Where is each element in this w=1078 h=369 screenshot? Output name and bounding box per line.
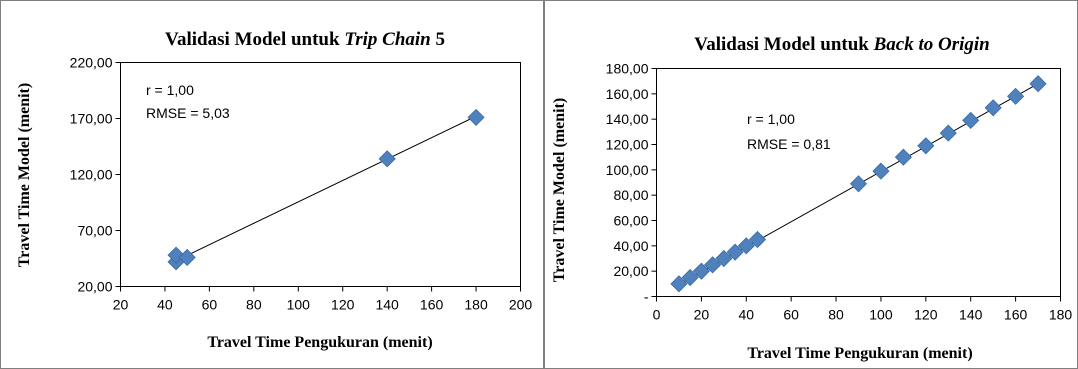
chart-2-x-tick-label: 100	[869, 307, 893, 323]
chart-2-data-point	[726, 243, 744, 261]
chart-2-data-point	[872, 162, 890, 180]
chart-2-x-tick-label: 60	[783, 307, 799, 323]
chart-2-points	[670, 75, 1047, 293]
chart-2-data-point	[984, 99, 1002, 117]
chart-2-y-tick-label: 80,00	[613, 187, 648, 203]
chart-2-x-ticks: 0 20 40 60 80 100 120 140 160 180	[653, 296, 1073, 323]
chart-1-y-tick-label: 20,00	[77, 279, 112, 295]
chart-2-x-axis-title: Travel Time Pengukuran (menit)	[747, 345, 972, 362]
chart-1-points	[167, 108, 485, 271]
chart-1-x-tick-label: 160	[420, 297, 444, 313]
chart-2-y-tick-label: 100,00	[606, 162, 649, 178]
chart-2-x-tick-label: 140	[959, 307, 983, 323]
chart-1-title: Validasi Model untuk Trip Chain 5	[165, 29, 445, 50]
chart-1-x-tick-label: 100	[287, 297, 311, 313]
chart-2-x-tick-label: 160	[1004, 307, 1028, 323]
chart-1-annotation-r: r = 1,00	[146, 82, 194, 98]
chart-1-y-axis-title: Travel Time Model (menit)	[16, 83, 33, 267]
chart-2-data-point	[1007, 87, 1025, 105]
chart-2-y-tick-label: 120,00	[606, 137, 649, 153]
chart-2-y-tick-label: 140,00	[606, 111, 649, 127]
chart-1-y-tick-label: 220,00	[70, 55, 113, 71]
chart-2-y-tick-label: 60,00	[613, 213, 648, 229]
chart-1-data-point	[167, 246, 185, 264]
chart-2-annotation-rmse: RMSE = 0,81	[747, 136, 831, 152]
chart-1-x-tick-label: 200	[509, 297, 533, 313]
chart-2-y-tick-label: 180,00	[606, 61, 649, 77]
chart-2-data-point	[748, 230, 767, 249]
chart-2-x-tick-label: 40	[738, 307, 754, 323]
chart-1-data-point	[467, 108, 485, 126]
chart-1-x-ticks: 20 40 60 80 100 120 140 160 180 200	[113, 286, 533, 313]
chart-2-x-tick-label: 120	[914, 307, 938, 323]
chart-2-data-point	[670, 275, 688, 293]
chart-1-annotation-rmse: RMSE = 5,03	[146, 105, 230, 121]
chart-2-data-point	[1029, 75, 1047, 93]
chart-1-x-axis-title: Travel Time Pengukuran (menit)	[207, 334, 432, 351]
chart-2-y-axis-title: Travel Time Model (menit)	[551, 98, 568, 282]
chart-1-x-tick-label: 80	[246, 297, 262, 313]
chart-2-y-tick-label: -	[644, 289, 649, 305]
chart-1-y-tick-label: 70,00	[77, 223, 112, 239]
chart-2-annotation-r: r = 1,00	[747, 111, 795, 127]
chart-2-data-point	[917, 137, 935, 155]
chart-1-x-tick-label: 140	[375, 297, 399, 313]
chart-2-x-tick-label: 20	[694, 307, 710, 323]
chart-2-data-point	[692, 262, 710, 280]
chart-2-data-point	[704, 256, 722, 274]
chart-2: Validasi Model untuk Back to Origin 0 20 4…	[551, 34, 1072, 362]
chart-2-data-point	[962, 111, 980, 129]
chart-2-title: Validasi Model untuk Back to Origin	[694, 34, 989, 55]
chart-2-data-point	[894, 148, 912, 166]
chart-2-y-tick-label: 20,00	[613, 263, 648, 279]
chart-1-x-tick-label: 120	[331, 297, 355, 313]
chart-2-data-point	[681, 268, 699, 287]
chart-1: Validasi Model untuk Trip Chain 5 20 40 60…	[16, 29, 532, 351]
chart-1-x-tick-label: 180	[464, 297, 488, 313]
chart-2-x-tick-label: 180	[1049, 307, 1073, 323]
chart-2-data-point	[849, 175, 868, 193]
chart-1-x-tick-label: 20	[113, 297, 129, 313]
chart-1-trendline	[175, 115, 477, 262]
chart-1-data-point	[378, 150, 396, 168]
chart-1-y-ticks: 20,00 70,00 120,00 170,00 220,00	[70, 55, 121, 295]
chart-2-x-tick-label: 80	[828, 307, 844, 323]
chart-1-y-tick-label: 120,00	[70, 167, 113, 183]
chart-1-data-point	[178, 248, 196, 266]
chart-1-x-tick-label: 60	[202, 297, 218, 313]
chart-2-data-point	[737, 237, 755, 255]
chart-2-y-ticks: - 20,00 40,00 60,00 80,00 100,00 120,00 140,00 1…	[606, 61, 657, 305]
chart-2-data-point	[939, 124, 957, 142]
chart-2-data-point	[715, 249, 733, 268]
chart-1-y-tick-label: 170,00	[70, 111, 113, 127]
chart-2-y-tick-label: 160,00	[606, 86, 649, 102]
chart-1-x-tick-label: 40	[157, 297, 173, 313]
chart-2-y-tick-label: 40,00	[613, 238, 648, 254]
chart-2-x-tick-label: 0	[653, 307, 661, 323]
